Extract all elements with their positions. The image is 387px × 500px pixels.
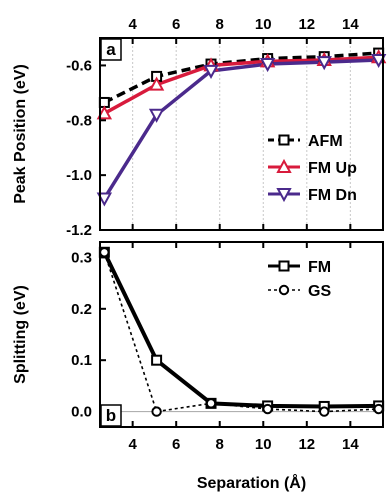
legend: AFM FM Up FM Dn xyxy=(268,133,357,204)
legend-label: FM xyxy=(308,259,331,276)
legend-marker xyxy=(278,284,290,296)
plot-frame xyxy=(99,37,384,231)
legend: FM GS xyxy=(268,259,331,300)
panel-label: a xyxy=(106,40,116,59)
x-tick-label: 14 xyxy=(342,16,359,33)
legend-label: AFM xyxy=(308,133,343,150)
data-point-fm-up xyxy=(148,76,165,91)
x-tick-label: 12 xyxy=(298,16,315,33)
data-point-fm-dn xyxy=(259,58,276,73)
y-tick-label: 0.1 xyxy=(71,352,92,369)
series-line-fm-dn xyxy=(102,58,379,200)
y-tick-label: 0.2 xyxy=(71,301,92,318)
series-line-afm xyxy=(103,51,379,105)
y-tick-label: -1.2 xyxy=(66,222,92,239)
legend-label: GS xyxy=(308,283,331,300)
y-tick-label: -0.6 xyxy=(66,57,92,74)
legend-label: FM Up xyxy=(308,160,357,177)
data-point-gs xyxy=(319,406,330,417)
data-point-fm-dn xyxy=(316,56,332,71)
x-axis-label: Separation (Å) xyxy=(197,473,306,492)
data-point-gs xyxy=(262,403,273,415)
y-tick-label: 0.3 xyxy=(71,249,92,266)
x-tick-label: 10 xyxy=(255,436,272,453)
data-point-fm-dn xyxy=(96,192,113,207)
data-point-gs xyxy=(151,406,162,417)
x-tick-label: 8 xyxy=(216,436,224,453)
series-line-fm xyxy=(102,251,379,409)
legend-marker xyxy=(278,134,290,146)
panel-b: 0.3 0.2 0.1 0.0 4 6 8 10 12 14 Splitting (eV) Separ… xyxy=(12,241,385,492)
x-tick-label: 14 xyxy=(342,436,359,453)
y-tick-label: -1.0 xyxy=(66,167,92,184)
series-line-gs xyxy=(103,252,379,413)
x-tick-label: 8 xyxy=(216,16,224,33)
y-axis-label: Splitting (eV) xyxy=(12,285,29,384)
x-tick-label: 10 xyxy=(255,16,272,33)
data-point-fm xyxy=(151,354,163,366)
legend-marker xyxy=(276,188,292,203)
x-tick-label: 12 xyxy=(298,436,315,453)
x-tick-label: 6 xyxy=(172,436,180,453)
series-line-fm-up xyxy=(103,55,379,115)
data-point-fm-dn xyxy=(203,64,219,80)
data-point-fm-up xyxy=(96,105,113,120)
panel-label: b xyxy=(106,406,116,425)
panel-a: -0.6 -0.8 -1.0 -1.2 4 6 8 10 12 14 Peak Position (… xyxy=(12,16,387,239)
plot-frame xyxy=(99,241,384,428)
data-point-fm-dn xyxy=(148,108,165,123)
data-point-fm-dn xyxy=(370,53,387,69)
data-point-gs xyxy=(99,247,110,258)
legend-marker xyxy=(276,158,292,173)
legend-label: FM Dn xyxy=(308,187,357,204)
x-tick-label: 6 xyxy=(172,16,180,33)
data-point-gs xyxy=(205,398,217,409)
y-tick-label: -0.8 xyxy=(66,112,92,129)
y-tick-label: 0.0 xyxy=(71,404,92,421)
panel-label-box xyxy=(100,38,122,61)
data-point-gs xyxy=(373,403,384,415)
legend-marker xyxy=(278,260,290,272)
y-axis-label: Peak Position (eV) xyxy=(12,64,29,204)
x-tick-label: 4 xyxy=(128,436,137,453)
panel-label-box xyxy=(100,404,122,427)
x-tick-label: 4 xyxy=(128,16,137,33)
